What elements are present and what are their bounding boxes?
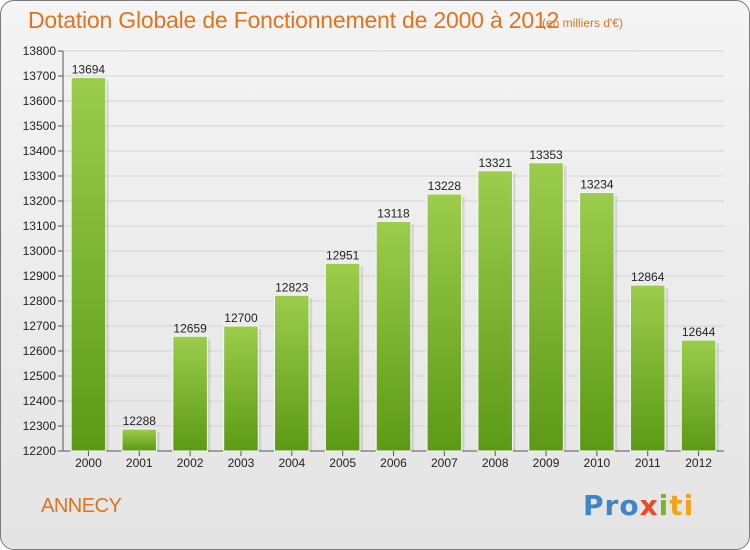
chart-unit-label: (en milliers d'€) bbox=[542, 16, 623, 30]
bar-2012[interactable] bbox=[680, 339, 717, 452]
x-tick-labels: 2000 2001 2002 2003 2004 2005 2006 2007 2008 2009… bbox=[75, 451, 712, 470]
bar-2011[interactable] bbox=[629, 284, 666, 452]
logo-part: ti bbox=[669, 489, 695, 522]
y-tick-label: 12400 bbox=[23, 394, 57, 408]
x-tick-label: 2008 bbox=[482, 456, 509, 470]
x-tick-label: 2003 bbox=[228, 456, 255, 470]
data-label: 13234 bbox=[580, 178, 614, 192]
x-tick-label: 2011 bbox=[635, 456, 661, 470]
data-label: 12700 bbox=[224, 311, 258, 325]
x-tick-label: 2002 bbox=[177, 456, 204, 470]
x-tick-label: 2009 bbox=[533, 456, 560, 470]
x-tick-label: 2004 bbox=[278, 456, 305, 470]
y-tick-label: 12900 bbox=[23, 269, 57, 283]
y-tick-label: 12600 bbox=[23, 344, 57, 358]
data-label: 12823 bbox=[275, 280, 309, 294]
data-label: 13228 bbox=[428, 179, 462, 193]
bar-2007[interactable] bbox=[426, 193, 463, 452]
y-tick-labels: 12200 12300 12400 12500 12600 12700 12800 12900… bbox=[23, 44, 57, 458]
data-label: 12659 bbox=[173, 321, 207, 335]
y-tick-label: 13100 bbox=[23, 219, 57, 233]
proxiti-logo[interactable]: Proxiti bbox=[583, 489, 694, 522]
chart-title: Dotation Globale de Fonctionnement de 20… bbox=[28, 7, 560, 33]
y-tick-label: 13500 bbox=[23, 119, 57, 133]
logo-part: Pro bbox=[583, 489, 640, 522]
logo-part: x bbox=[639, 489, 659, 522]
bar-2008[interactable] bbox=[477, 170, 513, 452]
y-tick-label: 12700 bbox=[23, 319, 57, 333]
city-name: ANNECY bbox=[41, 495, 122, 517]
y-tick-label: 13600 bbox=[23, 94, 57, 108]
y-tick-label: 13700 bbox=[23, 69, 57, 83]
data-label: 13694 bbox=[72, 63, 106, 77]
data-label: 12288 bbox=[123, 414, 157, 428]
y-tick-label: 13200 bbox=[23, 194, 57, 208]
bar-2000[interactable] bbox=[70, 77, 107, 452]
data-label: 13321 bbox=[479, 156, 513, 170]
bar-2010[interactable] bbox=[579, 192, 615, 452]
x-tick-label: 2001 bbox=[126, 456, 153, 470]
data-label: 12951 bbox=[326, 248, 360, 262]
bar-2002[interactable] bbox=[172, 335, 208, 452]
x-tick-label: 2000 bbox=[75, 456, 102, 470]
bar-2006[interactable] bbox=[375, 221, 412, 452]
y-tick-label: 13400 bbox=[23, 144, 57, 158]
y-tick-label: 13800 bbox=[23, 44, 57, 58]
data-label: 12864 bbox=[631, 270, 665, 284]
bar-2009[interactable] bbox=[528, 162, 564, 452]
bar-2003[interactable] bbox=[223, 325, 259, 452]
data-label: 13353 bbox=[529, 148, 563, 162]
y-tick-label: 12200 bbox=[23, 444, 57, 458]
data-labels: 13694 12288 12659 12700 12823 12951 13118 13228… bbox=[72, 63, 716, 429]
y-tick-label: 12500 bbox=[23, 369, 57, 383]
bar-2001[interactable] bbox=[121, 428, 158, 452]
y-tick-label: 13300 bbox=[23, 169, 57, 183]
data-label: 12644 bbox=[682, 325, 716, 339]
y-tick-label: 12300 bbox=[23, 419, 57, 433]
x-tick-label: 2010 bbox=[584, 456, 611, 470]
bar-2005[interactable] bbox=[324, 262, 361, 452]
bar-2004[interactable] bbox=[274, 294, 310, 452]
x-tick-label: 2005 bbox=[329, 456, 356, 470]
logo-part: i bbox=[658, 489, 670, 522]
bars bbox=[70, 77, 719, 452]
y-tick-label: 12800 bbox=[23, 294, 57, 308]
x-tick-label: 2007 bbox=[431, 456, 458, 470]
x-tick-label: 2012 bbox=[685, 456, 712, 470]
x-tick-label: 2006 bbox=[380, 456, 407, 470]
data-label: 13118 bbox=[377, 207, 410, 221]
y-tick-label: 13000 bbox=[23, 244, 57, 258]
